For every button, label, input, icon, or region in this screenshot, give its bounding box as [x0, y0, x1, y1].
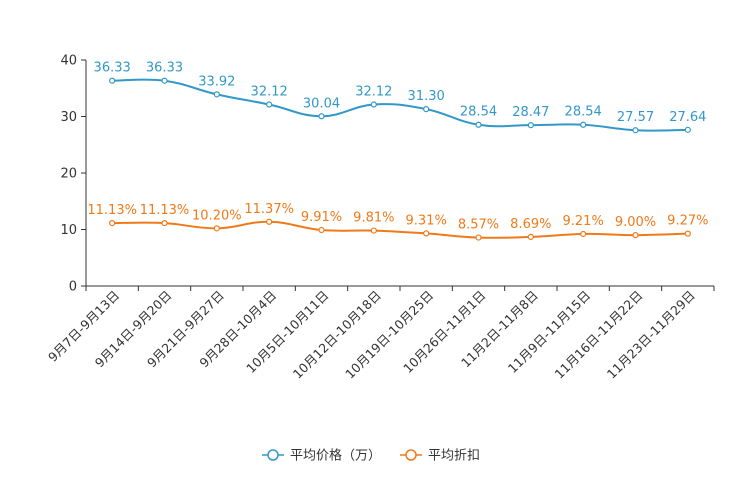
data-point [475, 234, 482, 241]
y-tick-label: 0 [69, 280, 77, 295]
data-point [266, 101, 273, 108]
series-line-2 [112, 220, 688, 239]
data-label: 28.54 [565, 105, 602, 120]
data-label: 32.12 [251, 85, 288, 100]
data-label: 8.57% [458, 218, 499, 233]
data-label: 27.57 [617, 110, 654, 125]
data-point [109, 77, 116, 84]
data-label: 11.13% [87, 203, 137, 218]
legend-marker-2 [405, 449, 417, 461]
legend-marker-1 [267, 449, 279, 461]
data-point [423, 106, 430, 113]
data-point [370, 101, 377, 108]
x-tick-label: 10月19日-10月25日 [342, 288, 436, 382]
data-label: 27.64 [669, 110, 706, 125]
data-point [213, 225, 220, 232]
data-point [318, 226, 325, 234]
data-label: 9.27% [667, 214, 708, 229]
y-tick-label: 40 [60, 54, 77, 69]
data-point [684, 230, 691, 237]
y-tick-label: 20 [60, 167, 77, 182]
data-point [266, 218, 273, 225]
data-label: 9.00% [615, 215, 656, 230]
data-point [632, 232, 639, 239]
x-tick-label: 10月12日-10月18日 [290, 288, 384, 382]
data-label: 30.04 [303, 96, 340, 111]
data-point [213, 91, 220, 98]
data-label: 9.21% [563, 214, 604, 229]
data-label: 36.33 [94, 61, 131, 76]
data-label: 9.91% [301, 210, 342, 225]
x-tick-label: 11月23日-11月29日 [604, 288, 698, 382]
data-point [161, 77, 168, 84]
y-tick-label: 30 [60, 110, 77, 125]
data-point [684, 126, 691, 133]
data-label: 31.30 [408, 89, 445, 104]
data-label: 36.33 [146, 61, 183, 76]
data-label: 28.54 [460, 105, 497, 120]
data-label: 9.81% [353, 211, 394, 226]
legend-label-1: 平均价格（万） [290, 448, 381, 464]
data-point [580, 121, 587, 128]
data-point [109, 220, 116, 227]
data-label: 28.47 [512, 105, 549, 120]
data-label: 8.69% [510, 217, 551, 232]
data-point [527, 233, 534, 241]
data-point [318, 113, 325, 120]
data-label: 10.20% [192, 208, 242, 223]
data-point [475, 121, 482, 128]
y-tick-label: 10 [60, 223, 77, 238]
x-tick-label: 11月16日-11月22日 [551, 288, 645, 382]
series-line-1 [112, 78, 688, 132]
legend-label-2: 平均折扣 [428, 449, 480, 464]
data-label: 32.12 [355, 85, 392, 100]
data-point [632, 127, 639, 134]
data-point [423, 230, 430, 237]
data-label: 9.31% [406, 213, 447, 228]
data-label: 33.92 [198, 74, 235, 89]
data-point [580, 230, 587, 238]
data-point [527, 122, 534, 129]
data-point [161, 220, 168, 227]
data-label: 11.37% [244, 202, 294, 217]
data-label: 11.13% [140, 203, 190, 218]
data-point [370, 227, 377, 234]
